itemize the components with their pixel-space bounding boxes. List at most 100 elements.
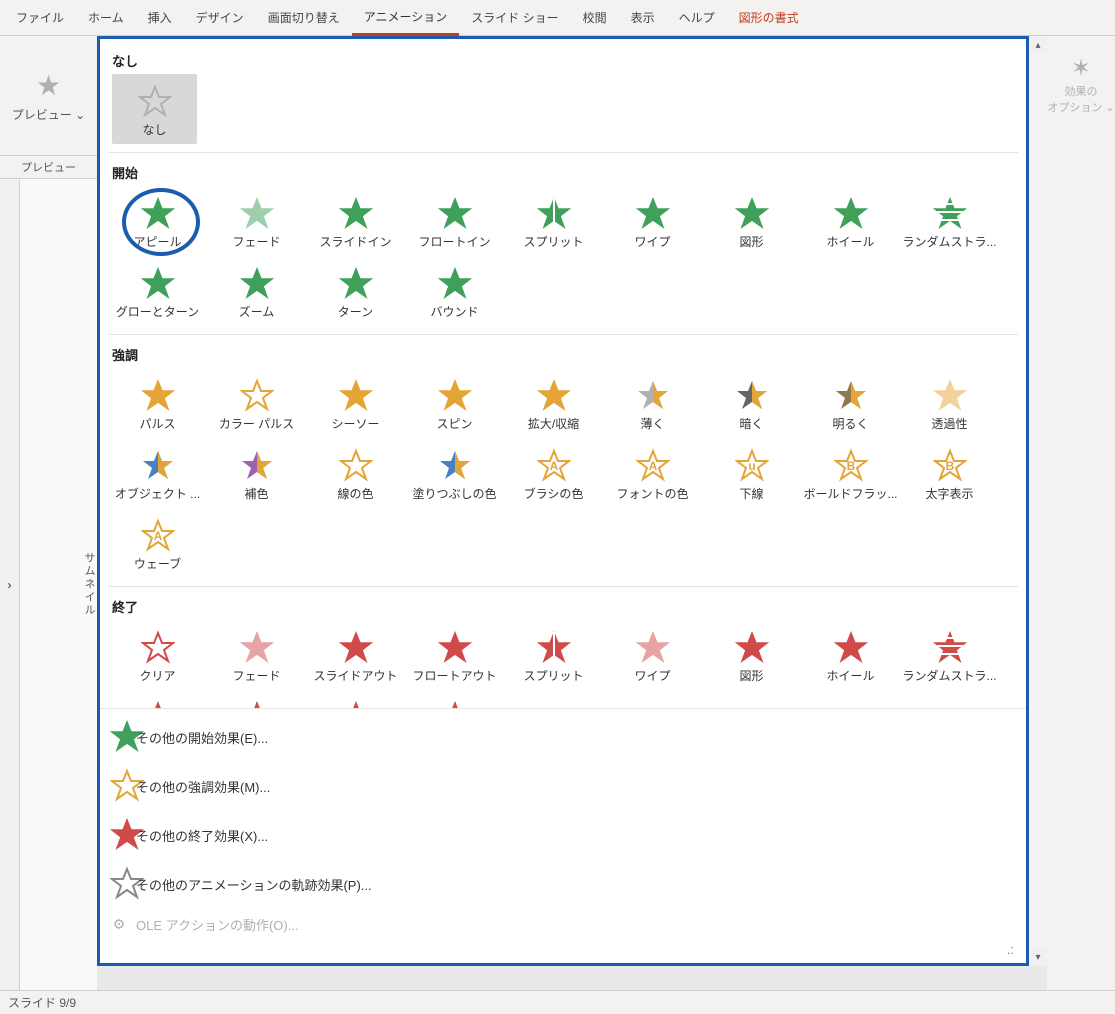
animation-item-emphasis-0[interactable]: パルス [108,368,207,438]
animation-item-emphasis-18[interactable]: Aウェーブ [108,508,207,578]
animation-item-exit-2[interactable]: スライドアウト [306,620,405,690]
animation-item-exit-7[interactable]: ホイール [801,620,900,690]
item-label: カラー パルス [219,415,294,432]
ribbon-tab-4[interactable]: 画面切り替え [256,1,352,34]
star-icon [438,375,472,415]
category-label-none: なし [108,45,1018,74]
item-label: フロートアウト [412,667,496,684]
animation-item-emphasis-6[interactable]: 暗く [702,368,801,438]
animation-item-entrance-6[interactable]: 図形 [702,186,801,256]
star-icon [141,445,175,485]
star-icon [933,193,967,233]
star-icon [240,263,274,303]
item-label: ランダムストラ... [902,667,996,684]
star-icon [636,193,670,233]
star-icon [537,627,571,667]
animation-item-emphasis-8[interactable]: 透過性 [900,368,999,438]
star-icon [141,697,175,709]
animation-item-exit-12[interactable]: バウンド [405,690,504,708]
animation-item-emphasis-2[interactable]: シーソー [306,368,405,438]
scroll-track[interactable] [1029,54,1047,948]
star-icon [735,627,769,667]
footer-link-0[interactable]: その他の開始効果(E)... [100,713,1026,762]
animation-item-entrance-9[interactable]: グローとターン [108,256,207,326]
ribbon-tab-3[interactable]: デザイン [184,1,256,34]
animation-item-exit-0[interactable]: クリア [108,620,207,690]
animation-item-exit-10[interactable]: ズーム [207,690,306,708]
animation-item-none-0[interactable]: なし [112,74,197,144]
animation-item-emphasis-17[interactable]: B太字表示 [900,438,999,508]
item-label: ウェーブ [134,555,181,572]
animation-item-exit-3[interactable]: フロートアウト [405,620,504,690]
item-label: シーソー [331,415,379,432]
star-icon [339,375,373,415]
animation-item-exit-8[interactable]: ランダムストラ... [900,620,999,690]
animation-item-emphasis-9[interactable]: オブジェクト ... [108,438,207,508]
animation-item-emphasis-12[interactable]: 塗りつぶしの色 [405,438,504,508]
star-icon [240,375,274,415]
resize-grip-icon[interactable]: .: [1007,942,1020,957]
ribbon-tab-1[interactable]: ホーム [76,1,136,34]
star-icon [537,375,571,415]
animation-item-emphasis-5[interactable]: 薄く [603,368,702,438]
animation-item-entrance-2[interactable]: スライドイン [306,186,405,256]
ribbon-tabs: ファイルホーム挿入デザイン画面切り替えアニメーションスライド ショー校閲表示ヘル… [0,0,1115,36]
item-label: ターン [338,303,373,320]
footer-link-3[interactable]: その他のアニメーションの軌跡効果(P)... [100,860,1026,909]
footer-link-2[interactable]: その他の終了効果(X)... [100,811,1026,860]
star-icon [933,375,967,415]
item-label: なし [142,121,166,138]
thumbnail-expand-button[interactable]: › [0,179,20,990]
ribbon-tab-6[interactable]: スライド ショー [459,1,570,34]
preview-button[interactable]: ★ プレビュー ⌄ [0,36,97,156]
footer-link-1[interactable]: その他の強調効果(M)... [100,762,1026,811]
animation-item-emphasis-11[interactable]: 線の色 [306,438,405,508]
animation-item-emphasis-10[interactable]: 補色 [207,438,306,508]
ribbon-tab-10[interactable]: 図形の書式 [727,1,811,34]
ribbon-tab-0[interactable]: ファイル [4,1,76,34]
item-label: フォントの色 [616,485,688,502]
effect-options-label[interactable]: 効果の オプション ⌄ [1047,83,1114,115]
ribbon-tab-7[interactable]: 校閲 [571,1,619,34]
animation-item-entrance-10[interactable]: ズーム [207,256,306,326]
animation-gallery: なしなし開始アピールフェードスライドインフロートインスプリットワイプ図形ホイール… [97,36,1029,966]
ribbon-tab-8[interactable]: 表示 [619,1,667,34]
animation-item-entrance-8[interactable]: ランダムストラ... [900,186,999,256]
scroll-up-button[interactable]: ▴ [1029,36,1047,54]
animation-item-emphasis-7[interactable]: 明るく [801,368,900,438]
animation-item-exit-6[interactable]: 図形 [702,620,801,690]
animation-item-emphasis-1[interactable]: カラー パルス [207,368,306,438]
gallery-scrollbar[interactable]: ▴ ▾ [1029,36,1047,966]
ribbon-tab-2[interactable]: 挿入 [136,1,184,34]
animation-item-entrance-4[interactable]: スプリット [504,186,603,256]
ribbon-tab-9[interactable]: ヘルプ [667,1,727,34]
animation-item-entrance-12[interactable]: バウンド [405,256,504,326]
animation-item-exit-1[interactable]: フェード [207,620,306,690]
animation-item-entrance-11[interactable]: ターン [306,256,405,326]
animation-item-emphasis-15[interactable]: u下線 [702,438,801,508]
statusbar: スライド 9/9 [0,990,1115,1014]
animation-item-emphasis-14[interactable]: A フォントの色 [603,438,702,508]
svg-text:A: A [648,459,657,473]
animation-item-entrance-3[interactable]: フロートイン [405,186,504,256]
animation-item-exit-4[interactable]: スプリット [504,620,603,690]
animation-item-entrance-5[interactable]: ワイプ [603,186,702,256]
animation-item-exit-11[interactable]: ターン [306,690,405,708]
animation-item-exit-5[interactable]: ワイプ [603,620,702,690]
item-label: ボールドフラッ... [803,485,897,502]
scroll-down-button[interactable]: ▾ [1029,948,1047,966]
ribbon-tab-5[interactable]: アニメーション [352,0,460,36]
animation-item-entrance-1[interactable]: フェード [207,186,306,256]
animation-item-entrance-0[interactable]: アピール [108,186,207,256]
star-icon [537,193,571,233]
item-label: 拡大/収縮 [528,415,579,432]
animation-item-emphasis-13[interactable]: Aブラシの色 [504,438,603,508]
gear-icon: ⚙ [110,916,128,933]
animation-item-entrance-7[interactable]: ホイール [801,186,900,256]
item-label: アピール [133,233,181,250]
animation-item-emphasis-16[interactable]: Bボールドフラッ... [801,438,900,508]
animation-item-exit-9[interactable]: 縮小および... [108,690,207,708]
animation-item-emphasis-4[interactable]: 拡大/収縮 [504,368,603,438]
star-icon [240,627,274,667]
animation-item-emphasis-3[interactable]: スピン [405,368,504,438]
